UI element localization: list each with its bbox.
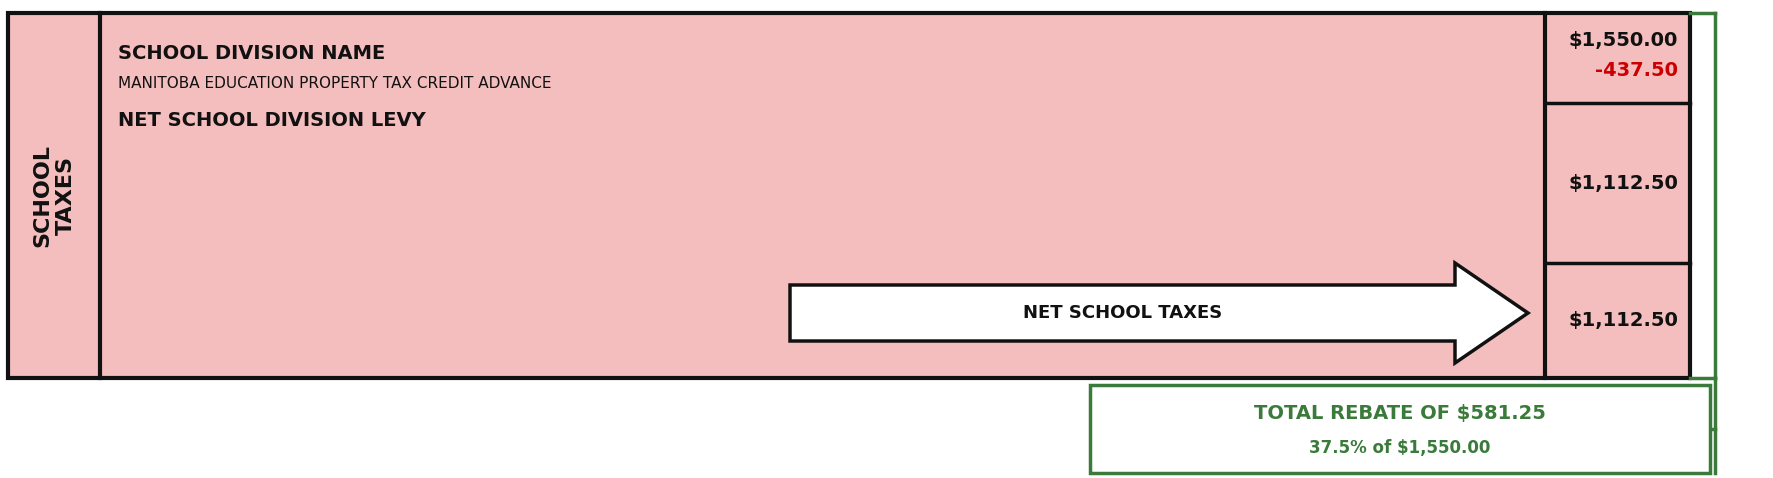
Polygon shape [789,263,1527,363]
Text: 37.5% of $1,550.00: 37.5% of $1,550.00 [1308,439,1489,457]
Text: -437.50: -437.50 [1594,61,1677,79]
Text: $1,112.50: $1,112.50 [1567,311,1677,330]
Text: SCHOOL
TAXES: SCHOOL TAXES [32,144,76,247]
Text: NET SCHOOL DIVISION LEVY: NET SCHOOL DIVISION LEVY [119,110,426,130]
Text: $1,112.50: $1,112.50 [1567,174,1677,193]
Text: $1,550.00: $1,550.00 [1567,31,1677,50]
Bar [9,13,1690,378]
Text: MANITOBA EDUCATION PROPERTY TAX CREDIT ADVANCE: MANITOBA EDUCATION PROPERTY TAX CREDIT A… [119,76,551,90]
Text: NET SCHOOL TAXES: NET SCHOOL TAXES [1023,304,1222,322]
Text: SCHOOL DIVISION NAME: SCHOOL DIVISION NAME [119,43,385,63]
Text: TOTAL REBATE OF $581.25: TOTAL REBATE OF $581.25 [1254,403,1544,423]
Bar [1089,385,1709,473]
